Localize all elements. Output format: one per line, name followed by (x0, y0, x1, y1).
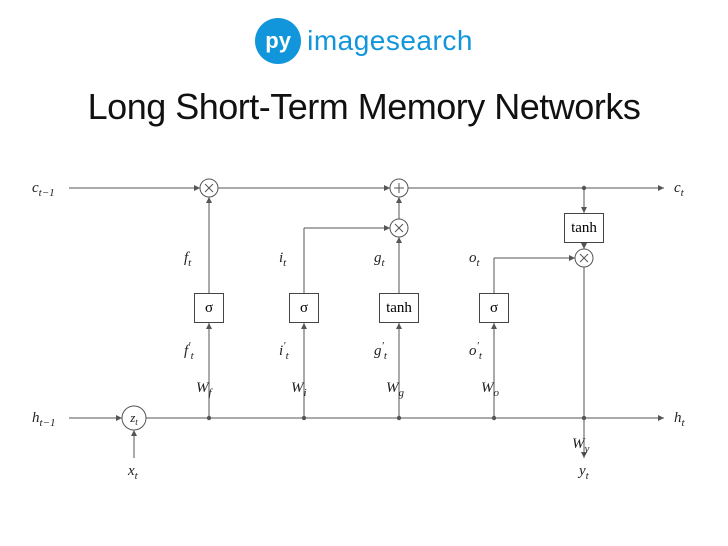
label-Wg: Wg (386, 380, 404, 399)
gate-box-sigma_f: σ (194, 293, 224, 323)
label-gp: g′t (374, 340, 387, 362)
label-g: gt (374, 250, 385, 269)
label-f: ft (184, 250, 191, 269)
gate-box-tanh_out: tanh (564, 213, 604, 243)
label-c_out: ct (674, 180, 684, 199)
lstm-diagram: ztσσtanhσtanhct−1ctht−1htxtytWyftitgtotf… (24, 158, 704, 478)
label-h_in: ht−1 (32, 410, 55, 429)
label-i: it (279, 250, 286, 269)
label-c_in: ct−1 (32, 180, 55, 199)
label-x_in: xt (128, 463, 138, 482)
label-Wi: Wi (291, 380, 307, 399)
label-op: o′t (469, 340, 482, 362)
gate-box-tanh_g: tanh (379, 293, 419, 323)
brand-header: py imagesearch (0, 18, 728, 64)
label-Wy: Wy (572, 436, 589, 455)
brand-badge: py (255, 18, 301, 64)
brand-logo: py imagesearch (255, 18, 473, 64)
label-Wf: Wf (196, 380, 212, 399)
label-Wo: Wo (481, 380, 499, 399)
label-y_out: yt (579, 463, 589, 482)
brand-badge-text: py (265, 28, 291, 54)
gate-box-sigma_o: σ (479, 293, 509, 323)
label-h_out: ht (674, 410, 685, 429)
page-title: Long Short-Term Memory Networks (0, 86, 728, 128)
label-ip: i′t (279, 340, 289, 362)
gate-box-sigma_i: σ (289, 293, 319, 323)
label-fp: f′t (184, 340, 194, 362)
brand-wordmark: imagesearch (307, 25, 473, 57)
label-o: ot (469, 250, 480, 269)
